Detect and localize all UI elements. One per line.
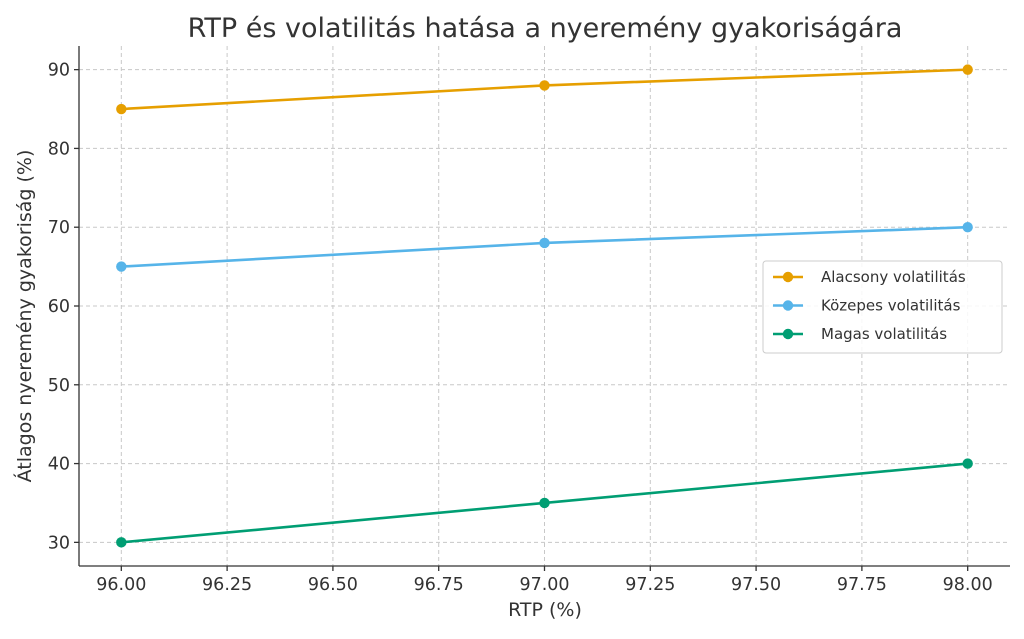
- data-point: [116, 103, 127, 115]
- x-tick-label: 97.00: [519, 575, 569, 595]
- legend-label: Alacsony volatilitás: [821, 268, 966, 286]
- axes-layer: 96.00 96.25 96.50 96.75 97.00 97.25 97.50 97.75…: [48, 46, 1010, 595]
- x-tick-label: 96.75: [414, 575, 464, 595]
- x-tick-label: 96.25: [202, 575, 252, 595]
- legend-label: Közepes volatilitás: [821, 297, 961, 315]
- y-tick-label: 50: [48, 376, 70, 396]
- x-tick-label: 96.00: [96, 575, 146, 595]
- x-tick-label: 97.25: [625, 575, 675, 595]
- series-layer: [116, 64, 973, 548]
- y-tick-label: 60: [48, 297, 70, 317]
- data-point: [962, 64, 973, 75]
- data-point: [539, 497, 550, 509]
- y-tick-label: 90: [48, 61, 70, 81]
- chart-title: RTP és volatilitás hatása a nyeremény gy…: [188, 13, 903, 44]
- x-tick-label: 96.50: [308, 575, 358, 595]
- legend-box: [762, 260, 1003, 354]
- data-point: [116, 537, 127, 548]
- data-point: [962, 222, 973, 233]
- data-point: [539, 237, 550, 249]
- legend: Alacsony volatilitás Közepes volatilitás M…: [762, 260, 1003, 354]
- legend-swatch-marker: [782, 328, 794, 340]
- x-axis-label: RTP (%): [508, 599, 582, 621]
- x-tick-label: 97.75: [837, 575, 887, 595]
- y-tick-label: 30: [48, 533, 70, 553]
- data-point: [116, 261, 127, 272]
- legend-swatch-marker: [782, 300, 794, 311]
- x-tick-label: 98.00: [943, 575, 993, 595]
- legend-swatch-marker: [782, 271, 794, 283]
- data-point: [962, 458, 973, 469]
- x-tick-label: 97.50: [731, 575, 781, 595]
- y-tick-label: 80: [48, 139, 70, 159]
- y-tick-label: 40: [48, 455, 70, 475]
- y-axis-label: Átlagos nyeremény gyakoriság (%): [13, 150, 36, 483]
- legend-label: Magas volatilitás: [821, 325, 947, 343]
- data-point: [539, 80, 550, 91]
- y-tick-label: 70: [48, 218, 70, 238]
